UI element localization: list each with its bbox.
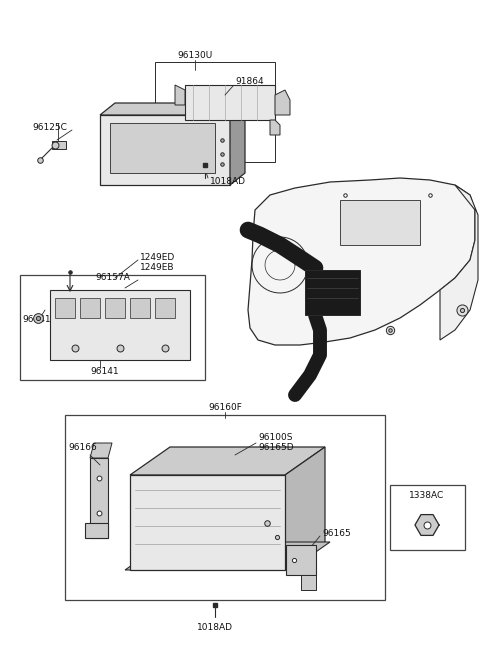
Text: 1018AD: 1018AD bbox=[197, 622, 233, 631]
Text: 96165: 96165 bbox=[322, 529, 351, 538]
Text: 96157A: 96157A bbox=[95, 272, 130, 282]
Polygon shape bbox=[90, 458, 108, 538]
Text: 96165D: 96165D bbox=[258, 443, 294, 453]
Polygon shape bbox=[85, 523, 108, 538]
Polygon shape bbox=[175, 85, 185, 105]
Polygon shape bbox=[440, 185, 478, 340]
Polygon shape bbox=[415, 515, 439, 535]
Polygon shape bbox=[130, 447, 325, 475]
Polygon shape bbox=[286, 545, 316, 575]
Text: 96160F: 96160F bbox=[208, 403, 242, 413]
Polygon shape bbox=[125, 542, 330, 570]
Bar bbox=[55, 298, 75, 318]
Text: 96166: 96166 bbox=[68, 443, 97, 453]
Text: 1249EB: 1249EB bbox=[140, 263, 175, 272]
Bar bbox=[80, 298, 100, 318]
Polygon shape bbox=[100, 115, 230, 185]
Bar bbox=[340, 200, 420, 245]
Polygon shape bbox=[248, 178, 475, 345]
Bar bbox=[155, 298, 175, 318]
Polygon shape bbox=[230, 103, 245, 185]
Bar bbox=[155, 62, 275, 162]
Bar bbox=[105, 298, 125, 318]
Text: 1338AC: 1338AC bbox=[409, 491, 444, 500]
Polygon shape bbox=[50, 290, 190, 360]
Text: 91864: 91864 bbox=[235, 77, 264, 86]
Bar bbox=[20, 275, 205, 380]
Bar bbox=[52, 141, 66, 149]
Text: 96130U: 96130U bbox=[178, 50, 213, 60]
Polygon shape bbox=[130, 475, 285, 570]
Text: 1018AD: 1018AD bbox=[210, 178, 246, 187]
Polygon shape bbox=[90, 443, 112, 458]
Polygon shape bbox=[305, 270, 360, 315]
Bar bbox=[390, 485, 465, 550]
Polygon shape bbox=[100, 103, 245, 115]
Bar bbox=[130, 298, 150, 318]
Polygon shape bbox=[285, 447, 325, 570]
Polygon shape bbox=[270, 120, 280, 135]
Text: 96100S: 96100S bbox=[258, 432, 292, 441]
Bar bbox=[110, 123, 215, 173]
Bar bbox=[65, 415, 385, 600]
Text: 96141: 96141 bbox=[22, 316, 50, 324]
Text: 96141: 96141 bbox=[90, 367, 119, 377]
Polygon shape bbox=[275, 90, 290, 115]
Polygon shape bbox=[301, 575, 316, 590]
Polygon shape bbox=[185, 85, 275, 120]
Text: 1249ED: 1249ED bbox=[140, 252, 175, 261]
Text: 96125C: 96125C bbox=[32, 124, 67, 132]
